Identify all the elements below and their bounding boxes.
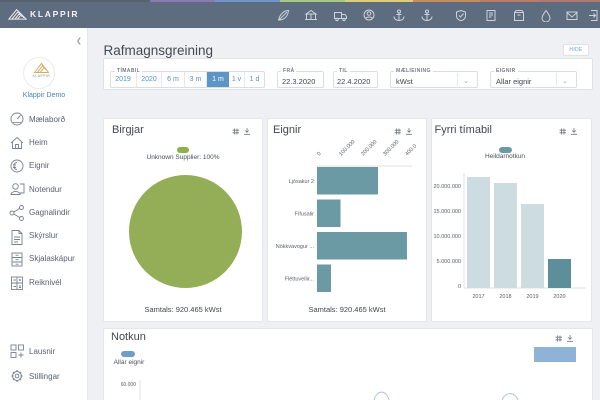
svg-text:2020: 2020	[553, 294, 565, 300]
svg-text:0: 0	[458, 284, 461, 290]
svg-text:Fléttuvellir...: Fléttuvellir...	[285, 277, 315, 283]
svg-text:400.0: 400.0	[404, 143, 418, 157]
svg-text:20.000.000: 20.000.000	[433, 184, 461, 190]
svg-text:15.000.000: 15.000.000	[433, 209, 461, 215]
svg-text:200.000: 200.000	[360, 140, 378, 157]
svg-text:0: 0	[316, 151, 322, 157]
svg-text:Nökkvavogur ...: Nökkvavogur ...	[276, 244, 315, 250]
svg-text:Fífusalir: Fífusalir	[294, 212, 314, 218]
svg-text:100.000: 100.000	[338, 140, 356, 157]
svg-text:Ljósakur 2: Ljósakur 2	[289, 179, 314, 185]
svg-text:2018: 2018	[499, 294, 511, 300]
svg-text:KLAPPIR: KLAPPIR	[33, 74, 51, 78]
svg-text:2017: 2017	[472, 294, 484, 300]
svg-text:2019: 2019	[526, 294, 538, 300]
svg-text:10.000.000: 10.000.000	[433, 234, 461, 240]
svg-text:5.000.000: 5.000.000	[437, 259, 461, 265]
svg-text:300.000: 300.000	[382, 140, 400, 157]
